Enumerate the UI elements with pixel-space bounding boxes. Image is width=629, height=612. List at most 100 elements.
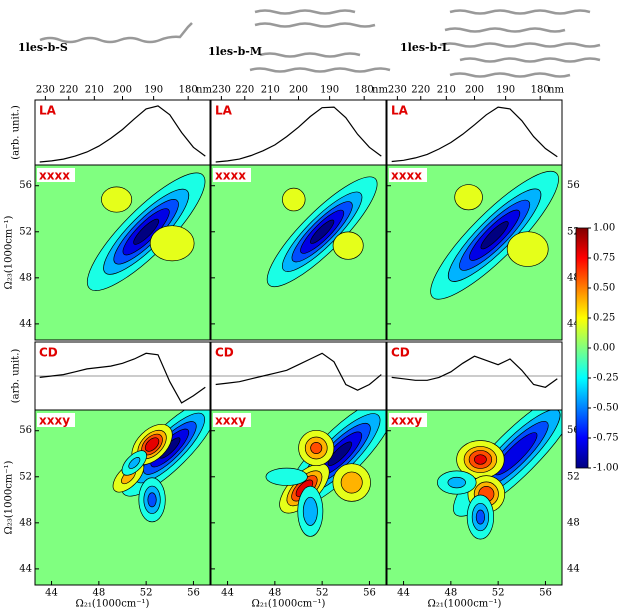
x-axis-label: Ω₂₁(1000cm⁻¹) (76, 599, 150, 610)
structure-label: 1les-b-S (18, 41, 68, 54)
colorbar-tick-label: -0.75 (593, 433, 619, 444)
panel-label-box (37, 103, 59, 117)
structure-label: 1les-b-M (208, 45, 262, 58)
x-tick-label: 44 (221, 588, 234, 599)
y-tick-label: 48 (567, 517, 580, 528)
panel-label-box (213, 103, 235, 117)
contour-map (211, 410, 386, 585)
x-tick-label: 44 (397, 588, 410, 599)
contour-level (447, 476, 466, 489)
panel-label: xxxx (39, 169, 70, 183)
nm-tick-label: 210 (85, 85, 104, 96)
contour-level (340, 471, 363, 494)
x-axis-label: Ω₂₁(1000cm⁻¹) (252, 599, 326, 610)
y-axis-label: (arb. unit.) (11, 349, 22, 404)
x-tick-label: 52 (492, 588, 505, 599)
panel-frame (210, 99, 387, 166)
x-tick-label: 48 (444, 588, 457, 599)
panel-frame (210, 164, 387, 341)
nm-tick-label: 180 (179, 85, 198, 96)
x-tick-label: 56 (539, 588, 552, 599)
x-tick-label: 44 (45, 588, 58, 599)
contour-level (302, 496, 318, 526)
y-tick-label: 52 (19, 471, 32, 482)
y-tick-label: 56 (19, 425, 32, 436)
panel-label: CD (391, 346, 410, 360)
panel-frame (34, 164, 211, 341)
contour-level (149, 225, 195, 262)
spectrum-line (39, 105, 206, 163)
contour-map (387, 410, 562, 585)
structure-images (39, 9, 601, 78)
x-tick-label: 56 (363, 588, 376, 599)
contour-level (128, 457, 141, 469)
spectrum-line (215, 106, 382, 163)
nm-tick-label: 180 (531, 85, 550, 96)
contour-level (133, 218, 160, 245)
nm-tick-label: 210 (261, 85, 280, 96)
y-tick-label: 56 (567, 180, 580, 191)
contour-level (144, 437, 160, 452)
panel-frame (210, 409, 387, 586)
contour-map (211, 165, 386, 340)
colorbar (575, 227, 589, 469)
panel-frame (386, 164, 563, 341)
nm-tick-label: 200 (465, 85, 484, 96)
colorbar-tick-label: -1.00 (593, 463, 619, 474)
panel-frame (386, 99, 563, 166)
nm-tick-label: 230 (36, 85, 55, 96)
x-tick-label: 48 (268, 588, 281, 599)
nm-tick-label: 230 (212, 85, 231, 96)
panel-label: CD (215, 346, 234, 360)
nm-tick-label: 190 (320, 85, 339, 96)
y-tick-label: 48 (19, 272, 32, 283)
nm-tick-label: 190 (496, 85, 515, 96)
spectrum-line (391, 106, 558, 163)
panel-label: LA (215, 104, 233, 118)
contour-map (35, 410, 210, 585)
y-axis-label: (arb. unit.) (11, 105, 22, 160)
colorbar-tick-label: 0.75 (593, 253, 615, 264)
panel-label: LA (39, 104, 57, 118)
nm-label: nm (372, 85, 388, 96)
nm-tick-label: 200 (289, 85, 308, 96)
contour-level (475, 509, 485, 525)
y-tick-label: 48 (19, 517, 32, 528)
panel-label-box (213, 345, 235, 359)
panel-label: LA (391, 104, 409, 118)
contour-level (310, 442, 323, 454)
nm-tick-label: 230 (388, 85, 407, 96)
colorbar-tick-label: -0.50 (593, 403, 619, 414)
y-tick-label: 56 (19, 180, 32, 191)
panel-label-box (389, 103, 411, 117)
contour-level (310, 219, 335, 244)
nm-tick-label: 220 (59, 85, 78, 96)
contour-level (282, 187, 306, 212)
contour-level (454, 184, 483, 211)
x-tick-label: 52 (316, 588, 329, 599)
nm-tick-label: 220 (411, 85, 430, 96)
panel-label: xxxx (215, 169, 246, 183)
contour-level (101, 186, 133, 213)
colorbar-tick-label: 0.00 (593, 343, 615, 354)
colorbar-tick-label: -0.25 (593, 373, 619, 384)
y-tick-label: 44 (19, 318, 32, 329)
nm-tick-label: 220 (235, 85, 254, 96)
y-tick-label: 52 (19, 226, 32, 237)
y-tick-label: 52 (567, 471, 580, 482)
x-tick-label: 56 (187, 588, 200, 599)
contour-level (332, 231, 364, 260)
panel-label-box (389, 345, 411, 359)
y-axis-label: Ω₂₃(1000cm⁻¹) (4, 215, 15, 289)
panel-label-box (389, 168, 427, 182)
y-tick-label: 44 (567, 318, 580, 329)
contour-level (474, 454, 487, 465)
panel-label-box (389, 413, 427, 427)
contour-level (506, 231, 549, 267)
spectrum-line (215, 352, 382, 391)
y-tick-label: 52 (567, 226, 580, 237)
spectrum-line (391, 355, 558, 388)
nm-label: nm (548, 85, 564, 96)
nm-tick-label: 190 (144, 85, 163, 96)
